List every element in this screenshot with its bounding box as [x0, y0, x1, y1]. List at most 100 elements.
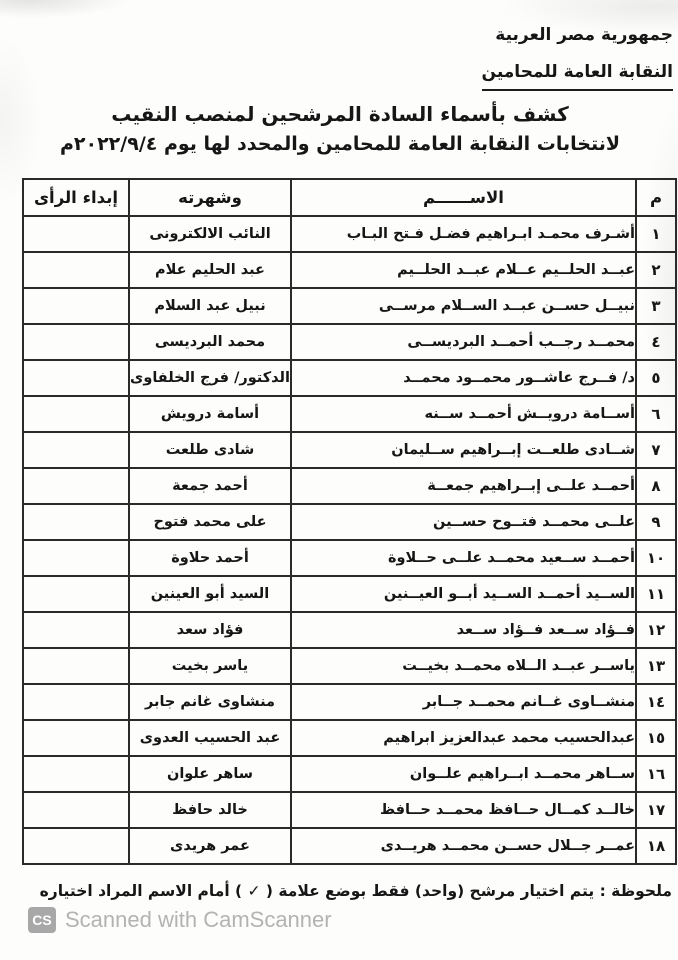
col-header-name: الاســــــم	[290, 178, 637, 217]
candidate-number: ٢	[635, 251, 677, 289]
candidate-number: ٣	[635, 287, 677, 325]
candidate-alias: ياسر بخيت	[128, 647, 292, 685]
candidate-name: أشـرف محمـد ابـراهيم فضـل فـتح البـاب	[290, 215, 637, 253]
candidate-row: ٥ د/ فــرج عاشــور محمــود محمــد الدكتو…	[22, 359, 677, 397]
candidate-row: ١٨ عمــر جــلال حســن محمــد هريــدى عمر…	[22, 827, 677, 865]
candidate-number: ١٣	[635, 647, 677, 685]
candidate-opinion-cell	[22, 395, 130, 433]
candidate-row: ٧ شــادى طلعــت إبــراهيم ســليمان شادى …	[22, 431, 677, 469]
candidate-opinion-cell	[22, 791, 130, 829]
candidate-row: ٨ أحمــد علــى إبــراهيم جمعــة أحمد جمع…	[22, 467, 677, 505]
candidate-number: ١٨	[635, 827, 677, 865]
candidate-alias: خالد حافظ	[128, 791, 292, 829]
col-header-opinion: إبداء الرأى	[22, 178, 130, 217]
candidate-name: عبــد الحلــيم عــلام عبــد الحلــيم	[290, 251, 637, 289]
doc-title-line1: كشف بأسماء السادة المرشحين لمنصب النقيب	[111, 102, 569, 126]
organization-name: النقابة العامة للمحامين	[481, 64, 673, 91]
candidate-alias: على محمد فتوح	[128, 503, 292, 541]
camscanner-logo-icon: CS	[27, 907, 56, 938]
candidate-opinion-cell	[22, 575, 130, 613]
camscanner-footer: CS Scanned with CamScanner	[27, 907, 332, 938]
candidate-name: ياســر عبــد الــلاه محمــد بخيــت	[290, 647, 637, 685]
candidate-name: منشــاوى غــانم محمــد جــابر	[290, 683, 637, 721]
candidate-number: ٥	[635, 359, 677, 397]
candidate-opinion-cell	[22, 251, 130, 289]
candidate-opinion-cell	[22, 827, 130, 865]
candidate-row: ٦ أســامة درويــش أحمــد ســنه أسامة درو…	[22, 395, 677, 433]
candidate-number: ٧	[635, 431, 677, 469]
table-header-row: م الاســــــم وشهرته إبداء الرأى	[22, 178, 677, 217]
candidate-number: ١٢	[635, 611, 677, 649]
candidates-table: م الاســــــم وشهرته إبداء الرأى ١ أشـرف…	[22, 178, 677, 865]
candidate-opinion-cell	[22, 503, 130, 541]
candidate-number: ٦	[635, 395, 677, 433]
candidate-alias: محمد البرديسى	[128, 323, 292, 361]
candidate-row: ١١ الســيد أحمــد الســيد أبــو العيــني…	[22, 575, 677, 613]
candidate-name: علــى محمــد فتــوح حســين	[290, 503, 637, 541]
candidate-alias: أحمد جمعة	[128, 467, 292, 505]
candidate-opinion-cell	[22, 431, 130, 469]
candidate-opinion-cell	[22, 683, 130, 721]
candidate-alias: أحمد حلاوة	[128, 539, 292, 577]
candidate-number: ٨	[635, 467, 677, 505]
col-header-alias: وشهرته	[128, 178, 292, 217]
candidate-name: نبيــل حســن عبــد الســلام مرســى	[290, 287, 637, 325]
candidate-opinion-cell	[22, 287, 130, 325]
candidate-name: شــادى طلعــت إبــراهيم ســليمان	[290, 431, 637, 469]
candidate-alias: نبيل عبد السلام	[128, 287, 292, 325]
candidate-alias: عمر هريدى	[128, 827, 292, 865]
candidate-row: ٩ علــى محمــد فتــوح حســين على محمد فت…	[22, 503, 677, 541]
candidate-name: محمــد رجــب أحمــد البرديســى	[290, 323, 637, 361]
candidate-name: الســيد أحمــد الســيد أبــو العيــنين	[290, 575, 637, 613]
candidate-name: عبدالحسيب محمد عبدالعزيز ابراهيم	[290, 719, 637, 757]
country-name: جمهورية مصر العربية	[495, 25, 673, 45]
candidate-alias: فؤاد سعد	[128, 611, 292, 649]
candidate-name: أســامة درويــش أحمــد ســنه	[290, 395, 637, 433]
candidate-row: ١٤ منشــاوى غــانم محمــد جــابر منشاوى …	[22, 683, 677, 721]
candidate-number: ١١	[635, 575, 677, 613]
candidate-row: ١٧ خالــد كمــال حــافظ محمــد حــافظ خا…	[22, 791, 677, 829]
col-header-number: م	[635, 178, 677, 217]
candidate-name: فــؤاد ســعد فــؤاد ســعد	[290, 611, 637, 649]
candidate-row: ٣ نبيــل حســن عبــد الســلام مرســى نبي…	[22, 287, 677, 325]
candidate-opinion-cell	[22, 755, 130, 793]
selection-note: ملحوظة : يتم اختيار مرشح (واحد) فقط بوضع…	[39, 882, 672, 900]
candidate-name: أحمــد ســعيد محمــد علــى حــلاوة	[290, 539, 637, 577]
candidate-row: ١٦ ســاهر محمــد ابــراهيم علــوان ساهر …	[22, 755, 677, 793]
candidate-number: ١٦	[635, 755, 677, 793]
doc-title-line2: لانتخابات النقابة العامة للمحامين والمحد…	[59, 133, 621, 155]
letterhead: جمهورية مصر العربية النقابة العامة للمحا…	[481, 25, 673, 91]
candidate-opinion-cell	[22, 467, 130, 505]
candidate-number: ١٠	[635, 539, 677, 577]
candidate-alias: منشاوى غانم جابر	[128, 683, 292, 721]
candidate-number: ١٧	[635, 791, 677, 829]
candidate-opinion-cell	[22, 539, 130, 577]
candidate-alias: السيد أبو العينين	[128, 575, 292, 613]
candidate-name: د/ فــرج عاشــور محمــود محمــد	[290, 359, 637, 397]
candidate-alias: شادى طلعت	[128, 431, 292, 469]
candidate-alias: أسامة درويش	[128, 395, 292, 433]
candidate-alias: ساهر علوان	[128, 755, 292, 793]
candidate-row: ١٢ فــؤاد ســعد فــؤاد ســعد فؤاد سعد	[22, 611, 677, 649]
candidate-row: ١ أشـرف محمـد ابـراهيم فضـل فـتح البـاب …	[22, 215, 677, 253]
document-title: كشف بأسماء السادة المرشحين لمنصب النقيب …	[15, 104, 665, 154]
candidate-name: أحمــد علــى إبــراهيم جمعــة	[290, 467, 637, 505]
candidate-row: ١٥ عبدالحسيب محمد عبدالعزيز ابراهيم عبد …	[22, 719, 677, 757]
candidate-alias: عبد الحليم علام	[128, 251, 292, 289]
candidate-opinion-cell	[22, 359, 130, 397]
candidate-number: ٩	[635, 503, 677, 541]
candidate-row: ٤ محمــد رجــب أحمــد البرديســى محمد ال…	[22, 323, 677, 361]
candidate-opinion-cell	[22, 719, 130, 757]
candidate-alias: الدكتور/ فرج الخلفاوى	[128, 359, 292, 397]
candidate-opinion-cell	[22, 647, 130, 685]
candidate-name: خالــد كمــال حــافظ محمــد حــافظ	[290, 791, 637, 829]
candidate-row: ١٣ ياســر عبــد الــلاه محمــد بخيــت يا…	[22, 647, 677, 685]
candidate-opinion-cell	[22, 611, 130, 649]
candidate-number: ١٤	[635, 683, 677, 721]
candidate-number: ٤	[635, 323, 677, 361]
candidate-alias: النائب الالكترونى	[128, 215, 292, 253]
candidate-row: ١٠ أحمــد ســعيد محمــد علــى حــلاوة أح…	[22, 539, 677, 577]
camscanner-text: Scanned with CamScanner	[65, 907, 332, 932]
candidate-opinion-cell	[22, 215, 130, 253]
